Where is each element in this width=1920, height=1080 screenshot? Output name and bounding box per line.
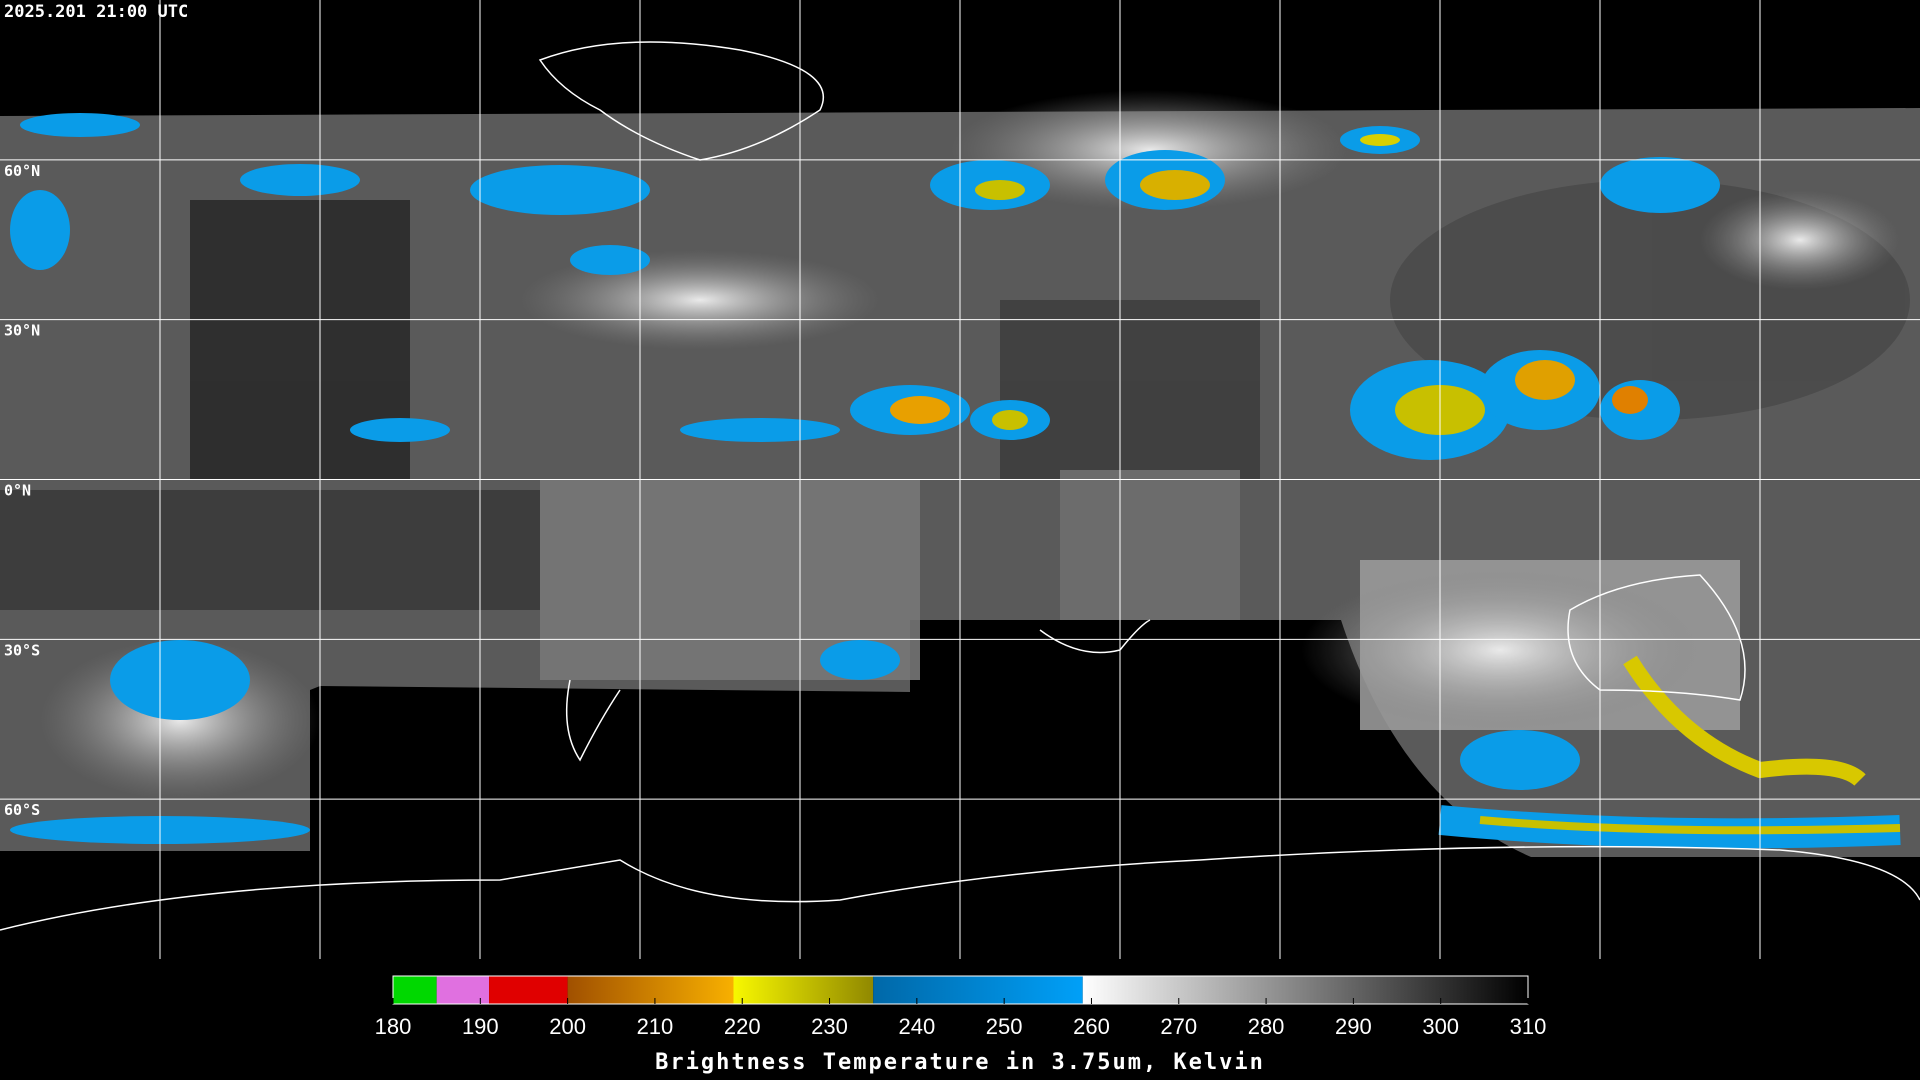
- colorbar-tick-label: 190: [462, 1014, 499, 1039]
- coastlines: [0, 41, 1920, 931]
- colorbar-tick-label: 220: [724, 1014, 761, 1039]
- latitude-label: 60°S: [4, 801, 40, 819]
- latitude-label: 60°N: [4, 162, 40, 180]
- colorbar-tick-label: 270: [1160, 1014, 1197, 1039]
- colorbar-tick-label: 240: [898, 1014, 935, 1039]
- colorbar-segment: [436, 976, 490, 1004]
- colorbar-frame: [392, 975, 1529, 1005]
- colorbar-title: Brightness Temperature in 3.75um, Kelvin: [655, 1050, 1265, 1075]
- latitude-label: 0°N: [4, 482, 31, 500]
- colorbar-tick-label: 290: [1335, 1014, 1372, 1039]
- timestamp: 2025.201 21:00 UTC: [4, 2, 188, 22]
- colorbar-tick-label: 210: [637, 1014, 674, 1039]
- colorbar-segment: [1082, 976, 1528, 1004]
- colorbar-segment: [393, 976, 437, 1004]
- latitude-label: 30°S: [4, 641, 40, 659]
- colorbar-segment: [489, 976, 568, 1004]
- colorbar-tick-label: 260: [1073, 1014, 1110, 1039]
- graticule: 60°N 30°N 0°N 30°S 60°S: [0, 0, 1920, 959]
- colorbar-tick-label: 300: [1422, 1014, 1459, 1039]
- latitude-label: 30°N: [4, 322, 40, 340]
- colorbar: 180 190 200 210 220 230 240 250 260 270 280 290 300 3…: [375, 975, 1547, 1039]
- colorbar-tick-label: 280: [1248, 1014, 1285, 1039]
- colorbar-tick-label: 310: [1510, 1014, 1547, 1039]
- colorbar-segment: [873, 976, 1083, 1004]
- colorbar-tick-label: 230: [811, 1014, 848, 1039]
- colorbar-tick-label: 250: [986, 1014, 1023, 1039]
- colorbar-segment: [733, 976, 874, 1004]
- colorbar-tick-label: 200: [549, 1014, 586, 1039]
- colorbar-tick-label: 180: [375, 1014, 412, 1039]
- cloud-blobs: [10, 113, 1901, 849]
- colorbar-segment: [567, 976, 734, 1004]
